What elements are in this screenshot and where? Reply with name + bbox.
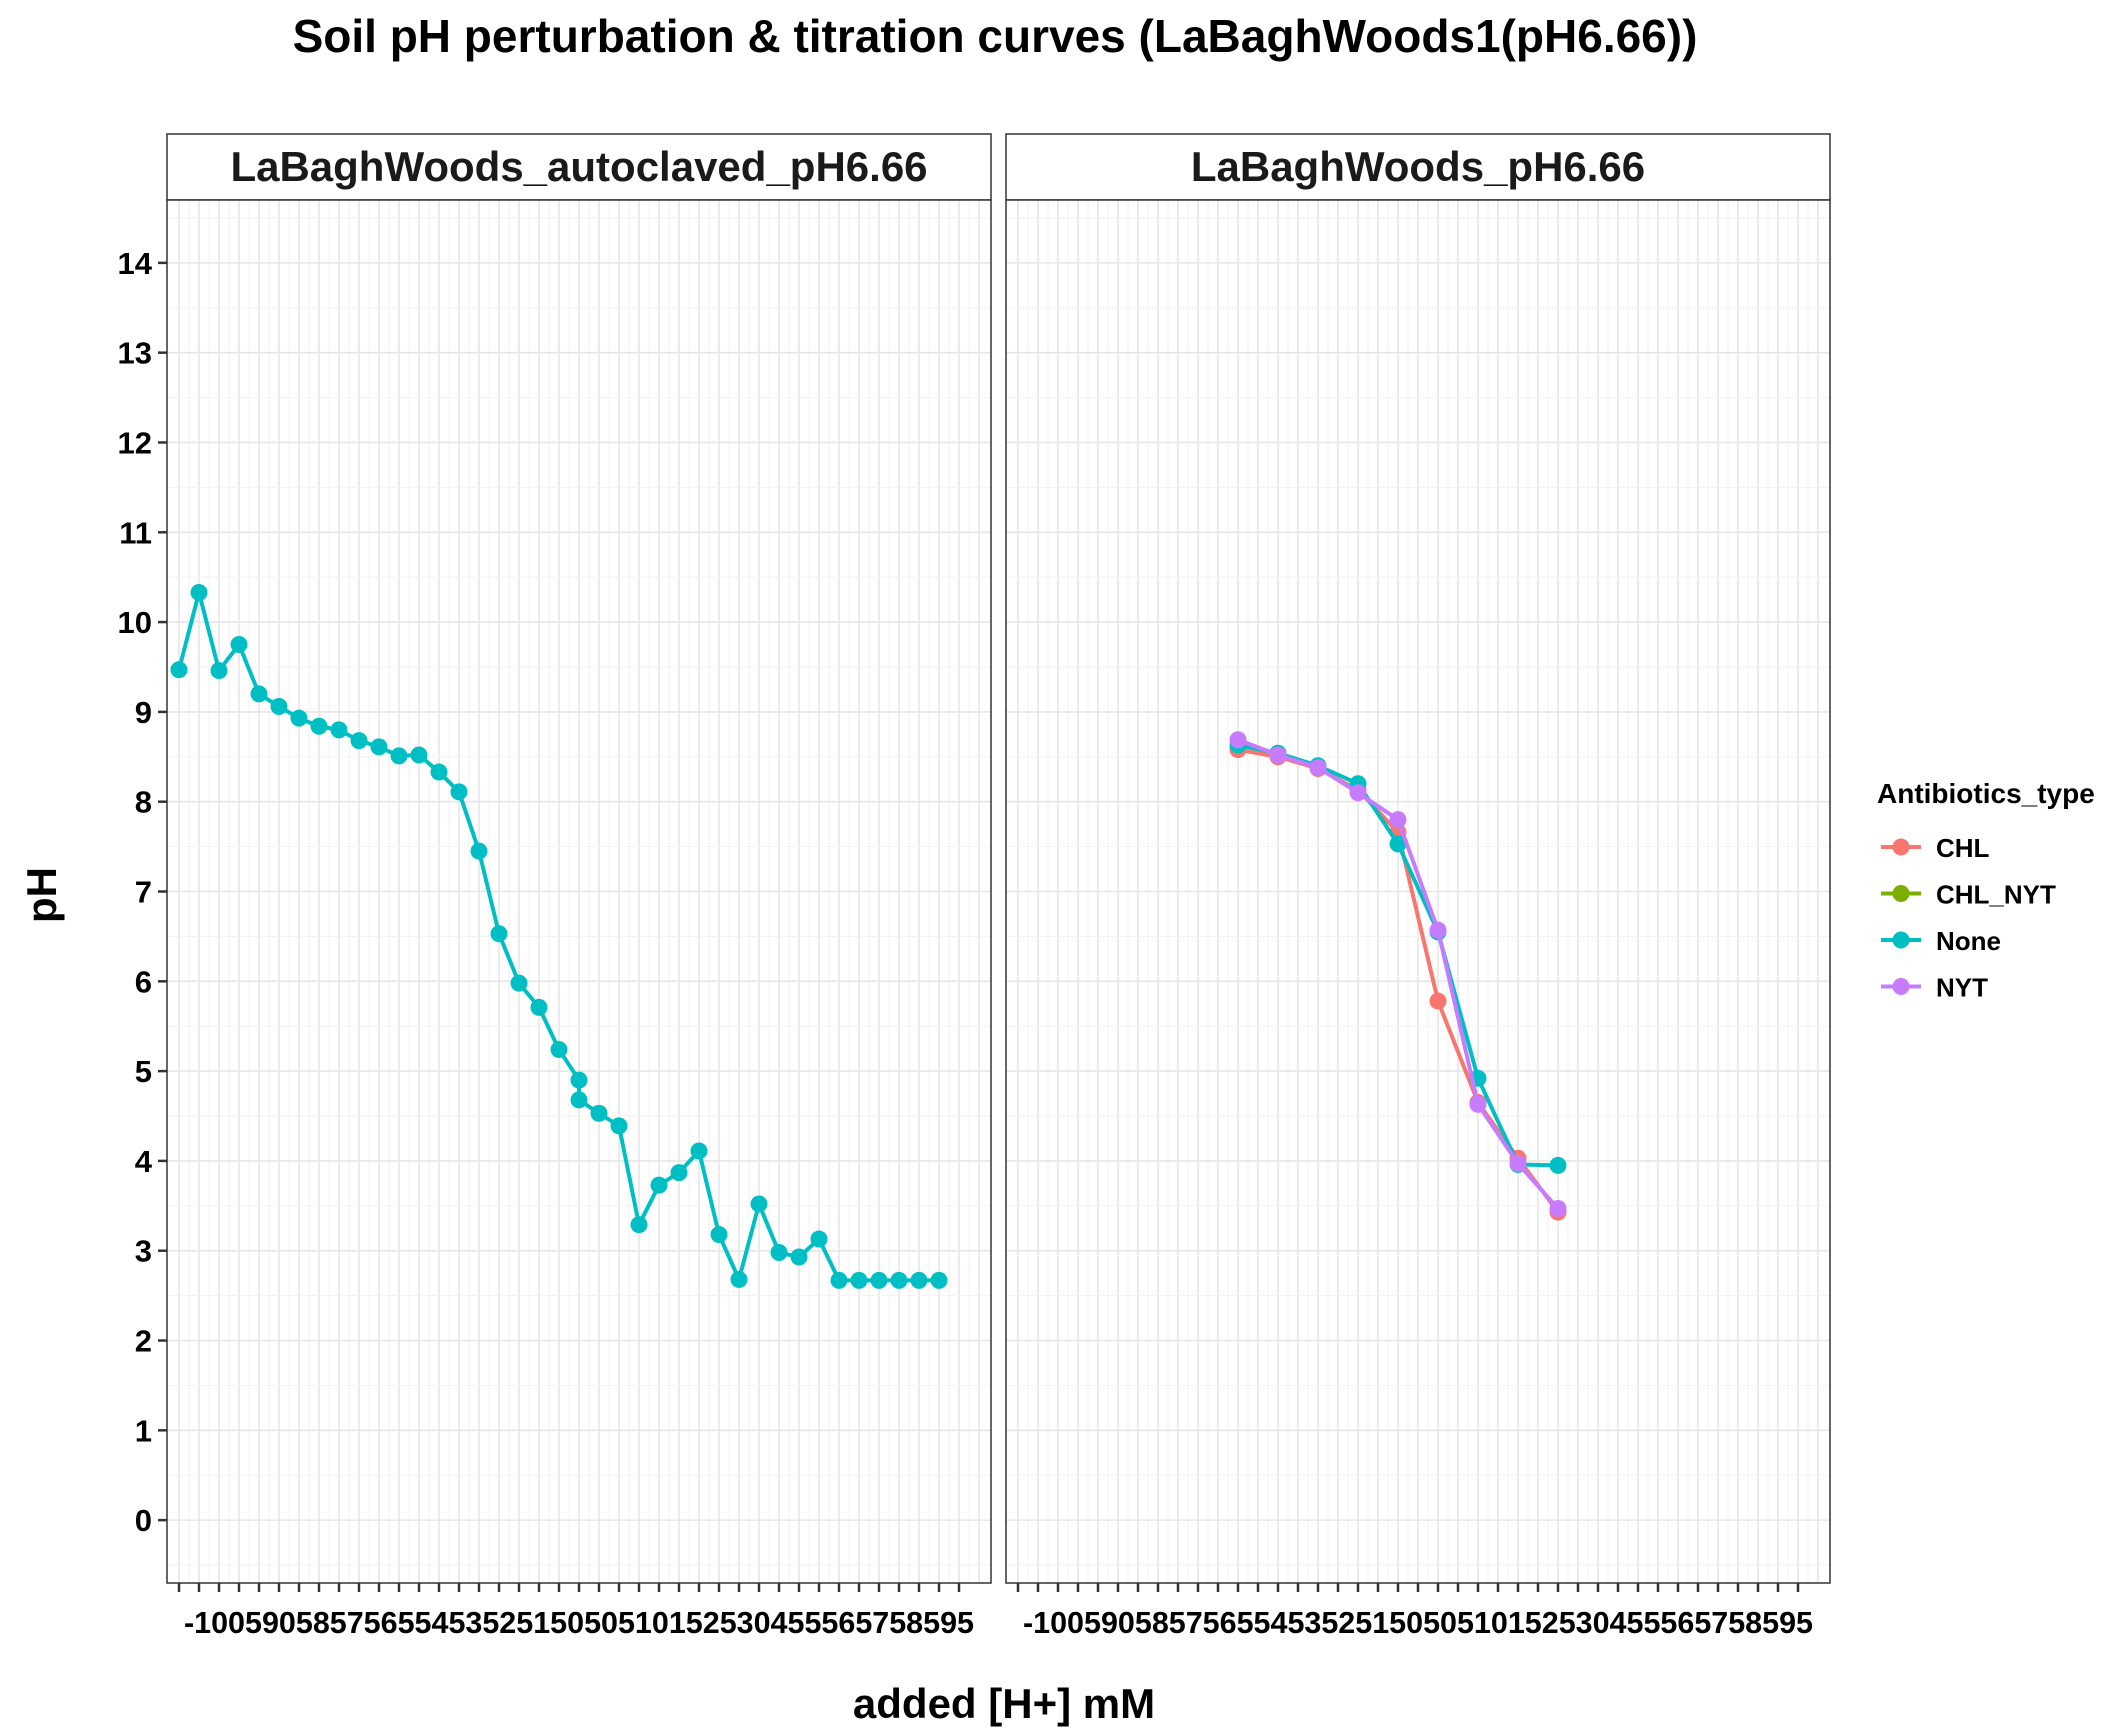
data-point bbox=[630, 1216, 648, 1234]
data-point bbox=[1349, 784, 1367, 802]
data-point bbox=[690, 1142, 708, 1160]
y-tick-label: 2 bbox=[135, 1324, 152, 1359]
y-tick-label: 8 bbox=[135, 785, 152, 820]
legend-label: CHL_NYT bbox=[1936, 880, 2056, 910]
data-point bbox=[590, 1104, 608, 1122]
data-point bbox=[910, 1271, 928, 1289]
data-point bbox=[430, 763, 448, 781]
data-point bbox=[830, 1271, 848, 1289]
y-tick-label: 1 bbox=[135, 1413, 152, 1448]
data-point bbox=[1549, 1156, 1567, 1174]
data-point bbox=[1509, 1155, 1527, 1173]
data-point bbox=[270, 698, 288, 716]
legend: Antibiotics_type CHL CHL_NYT None NYT bbox=[1877, 778, 2095, 1003]
data-point bbox=[750, 1195, 768, 1213]
data-point bbox=[1269, 746, 1287, 764]
data-point bbox=[510, 974, 528, 992]
chart-title: Soil pH perturbation & titration curves … bbox=[293, 10, 1698, 62]
panel-series bbox=[1229, 731, 1567, 1221]
strip-label: LaBaghWoods_autoclaved_pH6.66 bbox=[230, 143, 927, 190]
data-point bbox=[530, 998, 548, 1016]
data-point bbox=[870, 1271, 888, 1289]
legend-title: Antibiotics_type bbox=[1877, 778, 2095, 809]
data-point bbox=[730, 1270, 748, 1288]
data-point bbox=[170, 661, 188, 679]
data-point bbox=[550, 1041, 568, 1059]
data-point bbox=[1469, 1095, 1487, 1113]
data-point bbox=[1389, 835, 1407, 853]
data-point bbox=[210, 662, 228, 680]
data-point bbox=[650, 1176, 668, 1194]
data-point bbox=[1229, 731, 1247, 749]
data-point bbox=[710, 1226, 728, 1244]
y-axis-title: pH bbox=[18, 867, 65, 923]
legend-key-point bbox=[1892, 885, 1910, 902]
y-tick-label: 4 bbox=[135, 1144, 153, 1179]
legend-label: CHL bbox=[1936, 833, 1990, 863]
data-point bbox=[1309, 759, 1327, 777]
legend-label: None bbox=[1936, 926, 2001, 956]
x-axis-title: added [H+] mM bbox=[853, 1680, 1155, 1727]
y-tick-label: 13 bbox=[118, 336, 152, 371]
panel-autoclaved: LaBaghWoods_autoclaved_pH6.66 -100590585… bbox=[166, 133, 992, 1640]
y-tick-label: 6 bbox=[135, 964, 152, 999]
strip-background bbox=[166, 133, 992, 201]
data-point bbox=[330, 721, 348, 739]
y-tick-label: 10 bbox=[118, 605, 152, 640]
data-point bbox=[450, 783, 468, 801]
x-axis-ticks bbox=[177, 1583, 961, 1592]
panel-natural: LaBaghWoods_pH6.66 -10059058575655453525… bbox=[1005, 133, 1831, 1640]
x-tick-labels: -100590585756554535251505051015253045556… bbox=[1023, 1605, 1813, 1640]
data-point bbox=[250, 685, 268, 703]
y-tick-label: 14 bbox=[118, 246, 153, 281]
data-point bbox=[390, 747, 408, 765]
panel-series bbox=[170, 583, 948, 1289]
data-point bbox=[770, 1244, 788, 1262]
data-point bbox=[230, 636, 248, 654]
x-axis-ticks bbox=[1016, 1583, 1800, 1592]
data-point bbox=[570, 1071, 588, 1089]
data-point bbox=[890, 1271, 908, 1289]
data-point bbox=[190, 583, 208, 601]
strip-label: LaBaghWoods_pH6.66 bbox=[1191, 143, 1645, 190]
data-point bbox=[350, 732, 368, 750]
data-point bbox=[1389, 811, 1407, 829]
y-tick-label: 12 bbox=[118, 425, 152, 460]
data-point bbox=[790, 1248, 808, 1266]
legend-key-point bbox=[1892, 978, 1910, 995]
data-point bbox=[410, 746, 428, 764]
data-point bbox=[1549, 1200, 1567, 1218]
x-tick-labels: -100590585756554535251505051015253045556… bbox=[184, 1605, 974, 1640]
data-point bbox=[670, 1164, 688, 1182]
panel-gridlines bbox=[1006, 200, 1830, 1583]
data-point bbox=[930, 1271, 948, 1289]
data-point bbox=[470, 842, 488, 860]
y-tick-label: 9 bbox=[135, 695, 152, 730]
data-point bbox=[570, 1091, 588, 1109]
legend-key-point bbox=[1892, 931, 1910, 949]
series-line-none bbox=[177, 590, 939, 1283]
data-point bbox=[290, 709, 308, 727]
y-tick-label: 3 bbox=[135, 1234, 152, 1269]
y-tick-label: 0 bbox=[135, 1503, 152, 1538]
legend-label: NYT bbox=[1936, 973, 1988, 1003]
data-point bbox=[490, 925, 508, 943]
data-point bbox=[810, 1230, 828, 1248]
data-point bbox=[1429, 992, 1447, 1010]
y-tick-label: 11 bbox=[119, 515, 152, 550]
data-point bbox=[1429, 921, 1447, 939]
data-point bbox=[610, 1117, 628, 1135]
data-point bbox=[370, 738, 388, 756]
y-tick-label: 5 bbox=[135, 1054, 152, 1089]
data-point bbox=[850, 1271, 868, 1289]
data-point bbox=[310, 717, 328, 735]
y-tick-label: 7 bbox=[135, 875, 152, 910]
legend-key-point bbox=[1892, 838, 1910, 856]
